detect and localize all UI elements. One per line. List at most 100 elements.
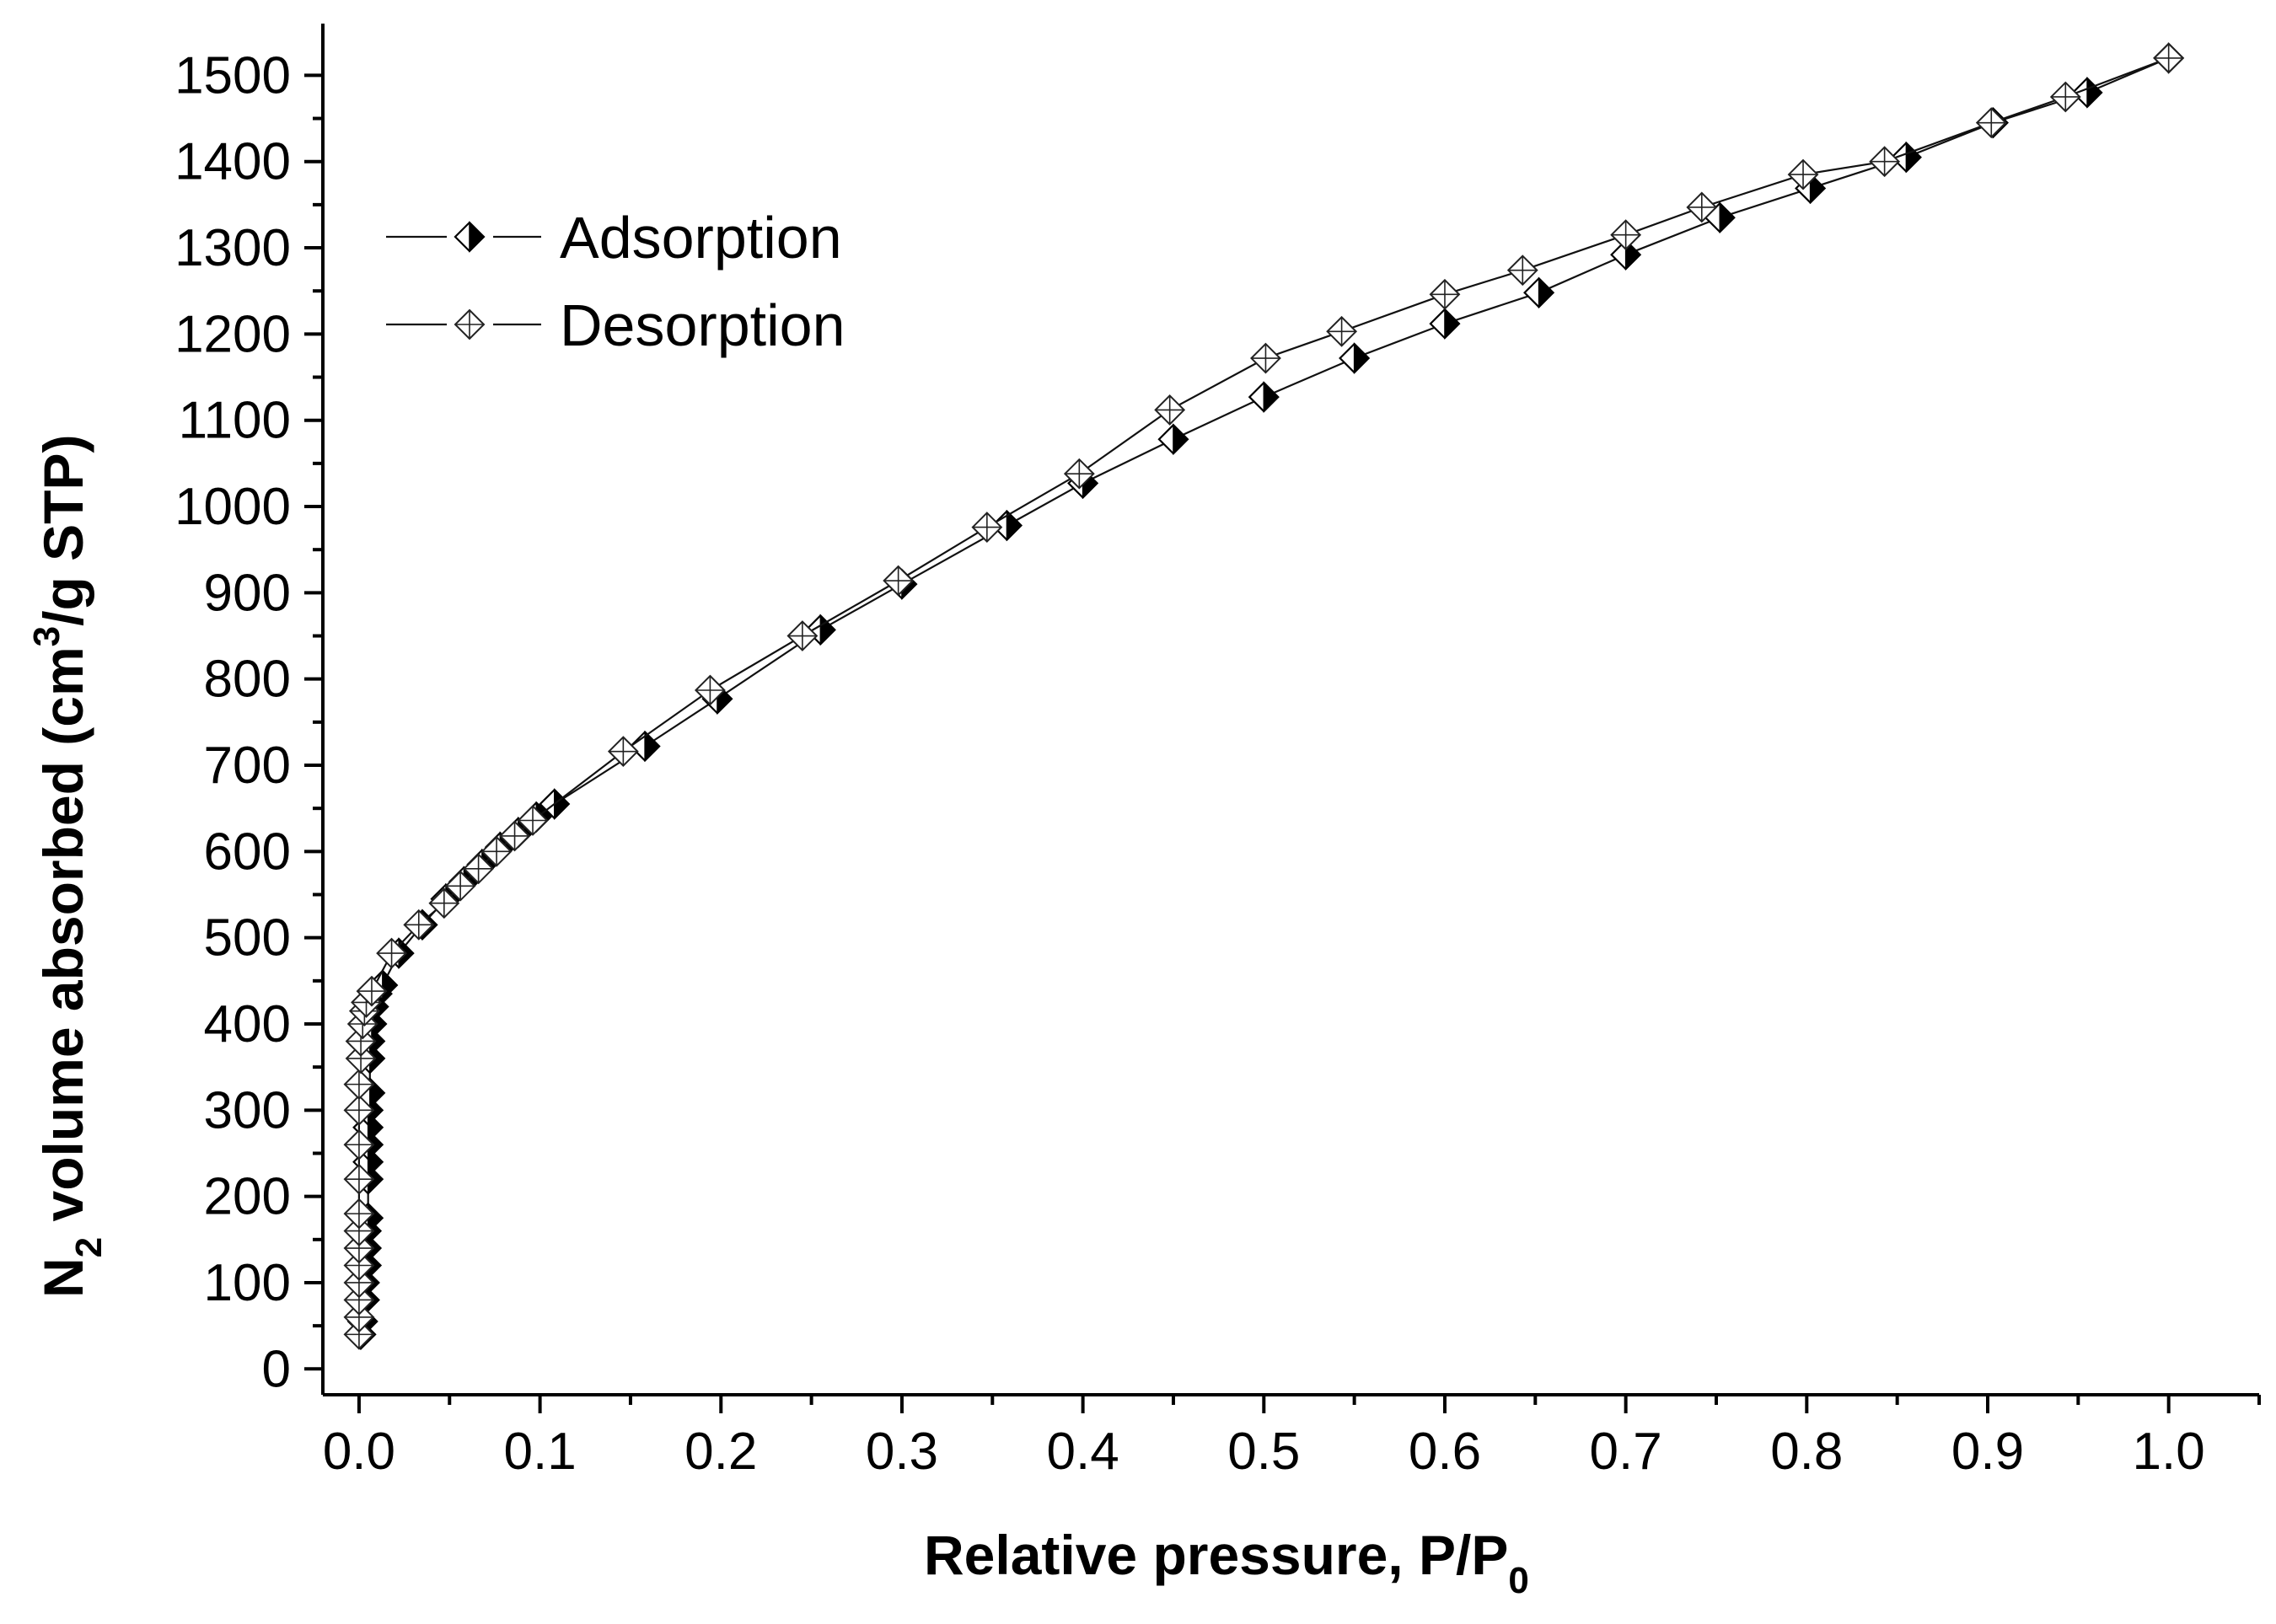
data-point-desorption <box>1326 315 1358 347</box>
data-point-desorption <box>499 820 530 852</box>
y-tick-label: 300 <box>204 1081 291 1139</box>
data-point-adsorption <box>629 730 661 763</box>
data-point-desorption <box>1250 342 1281 374</box>
y-tick-label: 200 <box>204 1168 291 1226</box>
x-axis-ticks: 0.0 0.1 0.2 0.3 0.4 0.5 0.6 0.7 0.8 0.9 1.0 <box>323 1395 2261 1481</box>
y-axis-title-superscript: 3 <box>26 626 67 646</box>
marker-fill <box>1353 342 1370 374</box>
marker-fill <box>1719 201 1736 234</box>
y-tick-label: 1500 <box>174 46 291 105</box>
data-point-desorption <box>343 1094 375 1126</box>
y-tick-label: 1400 <box>174 133 291 191</box>
data-point-desorption <box>463 853 495 885</box>
marker-fill <box>469 221 486 253</box>
data-point-desorption <box>1787 158 1819 190</box>
data-point-desorption <box>480 835 513 867</box>
marker-fill <box>1624 239 1641 271</box>
data-point-desorption <box>1154 394 1186 426</box>
legend-marker-desorption <box>454 308 486 340</box>
legend-label-desorption: Desorption <box>560 292 845 358</box>
y-tick-label: 1200 <box>174 305 291 363</box>
data-point-desorption <box>343 1318 375 1350</box>
legend-entry-adsorption: Adsorption <box>386 205 842 271</box>
series-layer <box>343 42 2185 1351</box>
data-point-desorption <box>1869 146 1901 178</box>
data-point-adsorption <box>1248 381 1280 413</box>
y-axis-title-subscript: 2 <box>68 1237 110 1257</box>
y-axis-title-middle: volume absorbed (cm <box>32 646 94 1237</box>
y-tick-label: 1100 <box>179 392 291 450</box>
data-point-adsorption <box>1339 342 1371 374</box>
marker-fill <box>382 969 398 1001</box>
data-point-desorption <box>607 736 639 768</box>
data-point-desorption <box>971 512 1003 544</box>
data-point-desorption <box>517 805 549 836</box>
legend-symbol-desorption <box>454 308 486 340</box>
x-axis-title-main: Relative pressure, P/P <box>924 1524 1508 1586</box>
x-tick-label: 1.0 <box>2133 1423 2205 1481</box>
data-point-desorption <box>1506 255 1538 287</box>
legend-entry-desorption: Desorption <box>386 292 845 358</box>
marker-fill <box>1538 276 1554 309</box>
y-tick-label: 400 <box>204 995 291 1053</box>
data-point-adsorption <box>1610 239 1642 271</box>
data-point-desorption <box>786 620 819 651</box>
y-tick-label: 1300 <box>174 219 291 277</box>
y-tick-label: 1000 <box>174 478 291 536</box>
marker-fill <box>1006 509 1023 542</box>
x-axis-title: Relative pressure, P/P0 <box>924 1524 1529 1601</box>
marker-fill <box>1444 308 1461 340</box>
marker-fill <box>369 1077 385 1109</box>
x-tick-label: 0.7 <box>1590 1423 1662 1481</box>
legend: Adsorption Desorption <box>386 205 845 358</box>
x-tick-label: 0.4 <box>1047 1423 1119 1481</box>
data-point-desorption <box>1686 191 1718 223</box>
data-point-adsorption <box>1523 276 1555 309</box>
marker-fill <box>1263 381 1280 413</box>
data-point-adsorption <box>1157 423 1189 456</box>
data-point-desorption <box>376 937 407 969</box>
data-point-desorption <box>444 870 476 902</box>
y-tick-label: 900 <box>204 564 291 622</box>
y-tick-label: 0 <box>262 1340 291 1398</box>
series-desorption <box>343 42 2185 1350</box>
data-point-desorption <box>343 1198 375 1230</box>
data-point-desorption <box>428 887 460 919</box>
y-axis-title: N2 volume absorbed (cm3/g STP) <box>26 435 110 1298</box>
marker-fill <box>1173 423 1189 456</box>
data-point-desorption <box>343 1284 375 1316</box>
x-tick-label: 0.5 <box>1227 1423 1300 1481</box>
x-axis-title-subscript: 0 <box>1508 1560 1528 1601</box>
x-tick-label: 0.3 <box>866 1423 938 1481</box>
data-point-desorption <box>1429 278 1461 310</box>
y-axis-title-end: /g STP) <box>32 435 94 626</box>
marker-fill <box>1809 172 1826 205</box>
y-axis-ticks: 0 100 200 300 400 500 600 700 800 900 1000 1100 1200… <box>174 46 323 1398</box>
data-point-adsorption <box>990 509 1023 542</box>
legend-marker-adsorption <box>454 221 486 253</box>
x-tick-label: 0.6 <box>1409 1423 1481 1481</box>
data-point-desorption <box>2153 42 2185 74</box>
data-point-adsorption <box>1429 308 1461 340</box>
data-point-desorption <box>403 908 435 941</box>
x-tick-label: 0.0 <box>323 1423 395 1481</box>
data-point-desorption <box>1063 458 1095 490</box>
y-axis-title-n: N <box>32 1257 94 1298</box>
y-tick-label: 600 <box>204 823 291 881</box>
data-point-desorption <box>343 1069 375 1101</box>
data-point-desorption <box>356 975 388 1007</box>
legend-symbol-adsorption <box>454 221 486 253</box>
data-point-desorption <box>343 1128 375 1160</box>
data-point-desorption <box>883 565 915 597</box>
x-tick-label: 0.8 <box>1770 1423 1843 1481</box>
data-point-desorption <box>1975 107 2007 139</box>
x-tick-label: 0.1 <box>504 1423 577 1481</box>
y-tick-label: 500 <box>204 909 291 967</box>
y-tick-label: 100 <box>204 1254 291 1312</box>
x-tick-label: 0.9 <box>1951 1423 2024 1481</box>
y-tick-label: 700 <box>204 737 291 795</box>
data-point-desorption <box>2049 81 2081 113</box>
data-point-desorption <box>345 1042 377 1075</box>
legend-label-adsorption: Adsorption <box>560 205 842 271</box>
